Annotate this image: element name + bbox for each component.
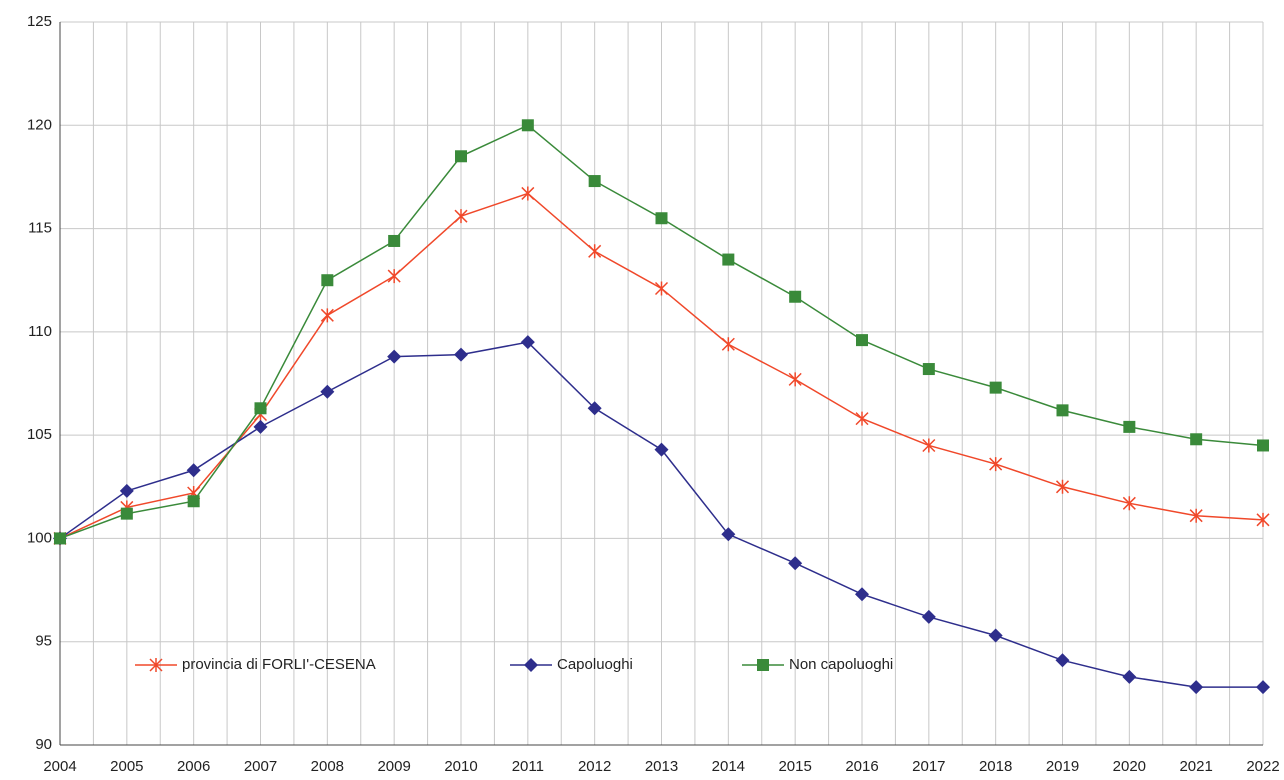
x-tick-label: 2013	[645, 758, 678, 775]
marker	[922, 438, 936, 453]
marker	[856, 334, 868, 347]
marker	[1256, 680, 1270, 695]
marker	[1056, 404, 1069, 417]
x-tick-label: 2011	[512, 758, 544, 775]
marker	[54, 532, 66, 545]
x-tick-label: 2016	[845, 758, 878, 775]
marker	[788, 556, 803, 571]
y-tick-label: 105	[27, 426, 52, 443]
marker	[855, 587, 869, 602]
marker	[1257, 439, 1269, 452]
marker	[120, 507, 133, 520]
marker	[520, 335, 535, 350]
marker	[1256, 512, 1270, 527]
marker	[320, 384, 335, 399]
x-tick-label: 2007	[244, 758, 277, 775]
legend-label: Non capoluoghi	[789, 656, 893, 673]
marker	[186, 463, 201, 478]
x-tick-label: 2010	[444, 758, 477, 775]
marker	[455, 150, 467, 163]
marker	[922, 363, 935, 376]
x-tick-label: 2017	[912, 758, 945, 775]
x-tick-label: 2005	[110, 758, 143, 775]
marker	[654, 281, 669, 296]
x-tick-label: 2006	[177, 758, 210, 775]
marker	[521, 119, 534, 132]
marker	[721, 527, 736, 542]
marker	[521, 186, 535, 201]
marker	[1123, 420, 1136, 433]
marker	[1189, 508, 1203, 523]
y-tick-label: 90	[35, 736, 52, 753]
marker	[721, 337, 735, 352]
marker	[321, 274, 334, 287]
marker	[388, 234, 401, 247]
marker	[320, 308, 334, 323]
marker	[454, 209, 468, 224]
marker	[989, 457, 1003, 472]
legend-marker	[524, 658, 538, 672]
marker	[988, 628, 1003, 643]
legend-label: provincia di FORLI'-CESENA	[182, 656, 376, 673]
x-tick-label: 2008	[311, 758, 344, 775]
marker	[253, 419, 268, 434]
marker	[1055, 479, 1070, 494]
marker	[588, 244, 602, 259]
x-tick-label: 2004	[43, 758, 76, 775]
marker	[921, 609, 936, 624]
marker	[655, 212, 668, 225]
y-tick-label: 120	[27, 116, 52, 133]
marker	[989, 381, 1002, 394]
y-tick-label: 110	[28, 323, 52, 340]
x-tick-label: 2019	[1046, 758, 1079, 775]
marker	[1190, 433, 1203, 446]
marker	[387, 349, 402, 364]
marker	[588, 175, 601, 188]
marker	[119, 483, 134, 498]
marker	[654, 442, 669, 457]
x-tick-label: 2022	[1246, 758, 1279, 775]
marker	[722, 253, 735, 266]
x-tick-label: 2021	[1179, 758, 1212, 775]
x-tick-label: 2009	[377, 758, 410, 775]
x-tick-label: 2012	[578, 758, 611, 775]
y-tick-label: 100	[27, 529, 52, 546]
y-tick-label: 115	[28, 220, 52, 237]
marker	[254, 402, 267, 415]
marker	[454, 347, 468, 362]
marker	[789, 290, 802, 303]
y-tick-label: 125	[27, 13, 52, 30]
legend-marker	[149, 658, 163, 672]
y-tick-label: 95	[35, 633, 52, 650]
marker	[1122, 496, 1136, 511]
x-tick-label: 2020	[1113, 758, 1146, 775]
legend-label: Capoluoghi	[557, 656, 633, 673]
marker	[855, 411, 869, 426]
marker	[788, 372, 802, 387]
legend-marker	[757, 659, 769, 671]
marker	[1122, 669, 1137, 684]
x-tick-label: 2015	[778, 758, 811, 775]
marker	[387, 269, 401, 284]
marker	[587, 401, 602, 416]
marker	[187, 495, 200, 508]
marker	[1189, 680, 1204, 695]
x-tick-label: 2014	[712, 758, 745, 775]
marker	[1055, 653, 1070, 668]
x-tick-label: 2018	[979, 758, 1012, 775]
